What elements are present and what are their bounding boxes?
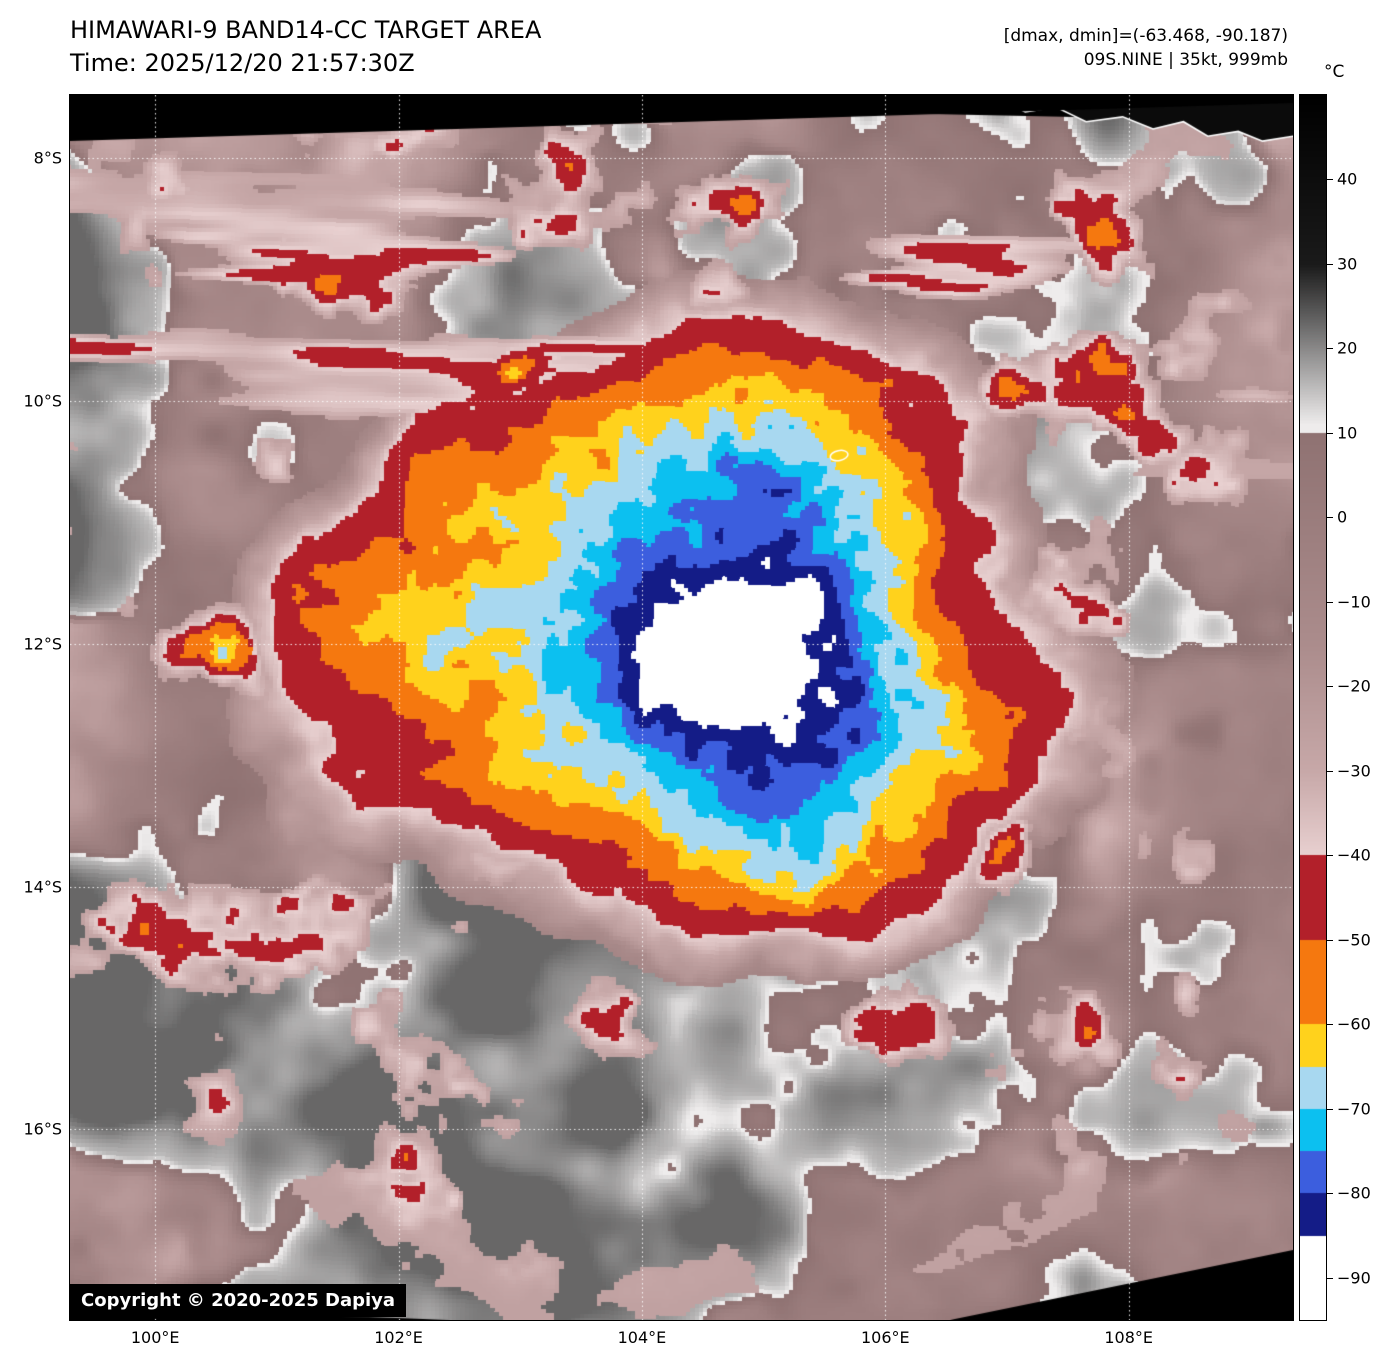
colorbar-tick-label: −10 [1337, 592, 1371, 612]
colorbar-tick-mark [1327, 517, 1333, 519]
colorbar-tick-label: −80 [1337, 1183, 1371, 1203]
colorbar-tick-mark [1327, 686, 1333, 688]
figure-annotations: [dmax, dmin]=(-63.468, -90.187) 09S.NINE… [1004, 24, 1288, 72]
y-axis-tick-label: 16°S [23, 1119, 62, 1139]
colorbar-tick-label: −50 [1337, 930, 1371, 950]
colorbar-tick-label: −60 [1337, 1014, 1371, 1034]
colorbar-tick-mark [1327, 263, 1333, 265]
x-axis-tick-label: 102°E [374, 1328, 423, 1347]
y-axis-tick-label: 14°S [23, 877, 62, 897]
colorbar-tick-label: 10 [1337, 423, 1358, 443]
colorbar-tick-mark [1327, 939, 1333, 941]
figure-timestamp: Time: 2025/12/20 21:57:30Z [70, 49, 415, 77]
colorbar-tick-mark [1327, 432, 1333, 434]
copyright-badge: Copyright © 2020-2025 Dapiya [70, 1284, 407, 1317]
x-axis-tick-label: 100°E [130, 1328, 180, 1347]
colorbar [1299, 94, 1327, 1321]
colorbar-tick-mark [1327, 1193, 1333, 1195]
colorbar-tick-label: 30 [1337, 254, 1358, 274]
colorbar-tick-label: −70 [1337, 1099, 1371, 1119]
colorbar-tick-label: −90 [1337, 1268, 1371, 1288]
x-axis-tick-label: 104°E [617, 1328, 667, 1347]
colorbar-unit-label: °C [1324, 62, 1345, 82]
x-axis-tick-label: 108°E [1104, 1328, 1154, 1347]
x-axis-tick-label: 106°E [861, 1328, 910, 1347]
colorbar-tick-mark [1327, 855, 1333, 857]
colorbar-tick-mark [1327, 179, 1333, 181]
colorbar-tick-mark [1327, 1277, 1333, 1279]
dmax-dmin-annotation: [dmax, dmin]=(-63.468, -90.187) [1003, 26, 1288, 46]
colorbar-tick-label: 40 [1337, 169, 1358, 189]
colorbar-tick-label: −20 [1337, 676, 1371, 696]
y-axis-tick-label: 12°S [23, 634, 62, 654]
satellite-map-canvas [70, 95, 1293, 1320]
colorbar-tick-label: 0 [1337, 507, 1348, 527]
colorbar-tick-mark [1327, 1024, 1333, 1026]
y-axis-tick-label: 8°S [33, 148, 62, 168]
colorbar-tick-mark [1327, 348, 1333, 350]
colorbar-tick-label: −30 [1337, 761, 1371, 781]
figure-title-block: HIMAWARI-9 BAND14-CC TARGET AREA Time: 2… [70, 14, 541, 80]
satellite-image-plot: Copyright © 2020-2025 Dapiya [69, 94, 1294, 1321]
colorbar-tick-label: 20 [1337, 338, 1358, 358]
storm-info-annotation: 09S.NINE | 35kt, 999mb [1083, 50, 1288, 70]
y-axis-tick-label: 10°S [23, 391, 62, 411]
colorbar-gradient [1300, 95, 1326, 1320]
colorbar-tick-mark [1327, 1108, 1333, 1110]
colorbar-tick-mark [1327, 770, 1333, 772]
colorbar-tick-label: −40 [1337, 845, 1371, 865]
figure-title: HIMAWARI-9 BAND14-CC TARGET AREA [70, 16, 542, 44]
colorbar-tick-mark [1327, 601, 1333, 603]
